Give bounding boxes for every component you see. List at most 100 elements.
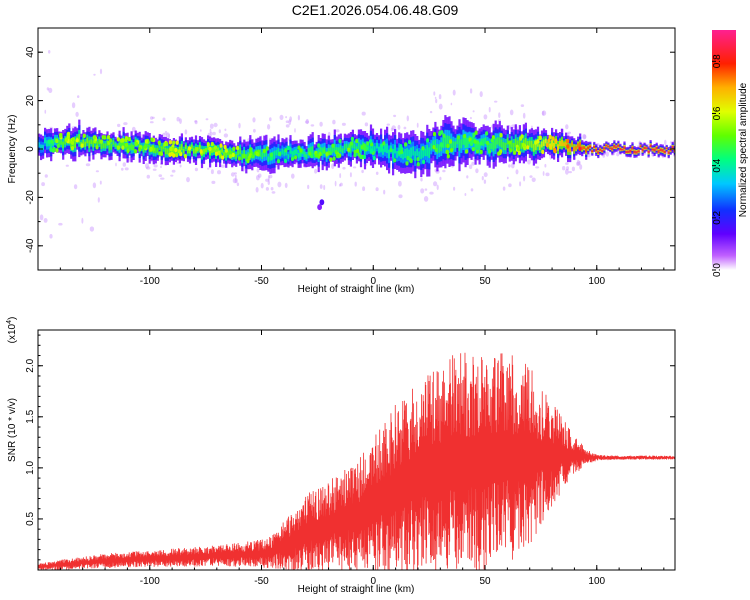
spectrogram-ridge-cell: [394, 144, 397, 154]
spectrogram-ridge-cell: [406, 148, 409, 158]
spectrogram-ridge-dot: [278, 151, 282, 157]
spectrogram-ridge-cell: [561, 139, 564, 147]
spectrogram-ridge-cell: [520, 142, 523, 150]
spectrogram-speckle: [146, 166, 151, 170]
spectrogram-ridge-dot: [178, 149, 182, 154]
spectrogram-ridge-cell: [265, 148, 268, 157]
spectrogram-ridge-dot: [434, 147, 438, 153]
spectrogram-ridge-dot: [553, 149, 557, 154]
spectrogram-ridge-dot: [315, 153, 319, 158]
spectrogram-ridge-cell: [472, 136, 475, 144]
spectrogram-ridge-dot: [213, 145, 218, 150]
spectrogram-speckle: [160, 177, 165, 180]
spectrogram-ridge-cell: [209, 148, 212, 156]
spectrogram-speckle: [122, 162, 127, 167]
spectrogram-speckle: [583, 134, 587, 139]
spectrogram-speckle: [310, 124, 315, 127]
spectrogram-ridge-dot: [549, 145, 553, 150]
spectrogram-ridge-cell: [375, 142, 379, 149]
spectrogram-ridge-cell: [450, 138, 453, 149]
spectrogram-ridge-cell: [663, 150, 666, 154]
spectrogram-ridge-cell: [146, 141, 149, 147]
spectrogram-ridge-dot: [541, 149, 545, 155]
spectrogram-ridge-cell: [190, 144, 194, 149]
spectrogram-ridge-cell: [235, 153, 238, 159]
spectrogram-speckle: [224, 128, 227, 132]
spectrogram-speckle: [339, 183, 341, 187]
spectrogram-ridge-cell: [645, 147, 648, 149]
spectrogram-ridge-cell: [211, 147, 214, 153]
spectrogram-speckle: [639, 150, 642, 156]
spectrogram-ridge-cell: [627, 150, 630, 153]
spectrogram-ridge-dot: [143, 144, 147, 149]
spectrogram-speckle: [255, 187, 259, 193]
spectrogram-ridge-dot: [382, 141, 386, 146]
spectrogram-ridge-cell: [408, 149, 411, 159]
spectrogram-speckle: [41, 182, 45, 187]
spectrogram-ridge-cell: [669, 149, 672, 152]
spectrogram-ridge-dot: [80, 143, 84, 148]
spectrogram-ridge-cell: [311, 146, 314, 155]
spectrogram-speckle: [605, 151, 610, 157]
spectrogram-ridge-dot: [490, 138, 494, 143]
spectrogram-ridge-cell: [635, 151, 638, 154]
spectrogram-ridge-cell: [404, 149, 407, 158]
spectrogram-ridge-dot: [329, 157, 333, 162]
spectrogram-ridge-dot: [534, 140, 538, 145]
spectrogram-speckle: [483, 179, 487, 184]
spectrogram-speckle: [523, 175, 526, 182]
spectrogram-ridge-cell: [534, 142, 538, 151]
spectrogram-speckle: [349, 172, 352, 178]
spectrogram-y-tick-label: 0: [25, 146, 36, 152]
spectrogram-ridge-cell: [309, 146, 312, 154]
spectrogram-ridge-dot: [299, 148, 303, 153]
spectrogram-ridge-cell: [625, 150, 628, 153]
spectrogram-ridge-cell: [281, 148, 284, 155]
spectrogram-ridge-cell: [434, 139, 437, 150]
spectrogram-ridge-dot: [157, 140, 161, 146]
spectrogram-ridge-dot: [290, 156, 295, 162]
spectrogram-speckle: [265, 178, 270, 182]
spectrogram-ridge-cell: [454, 141, 457, 149]
spectrogram-ridge-cell: [207, 144, 210, 150]
spectrogram-ridge-dot: [372, 155, 376, 161]
spectrogram-ridge-dot: [206, 142, 210, 147]
spectrogram-ridge-cell: [72, 141, 75, 149]
spectrogram-outlier-blob: [319, 199, 325, 206]
spectrogram-speckle: [362, 186, 366, 191]
spectrogram-ridge-dot: [163, 142, 167, 147]
colorbar-tick-label: 0.4: [712, 158, 723, 172]
spectrogram-speckle: [314, 168, 318, 174]
spectrogram-ridge-dot: [446, 150, 450, 155]
colorbar: 0.0 0.2 0.4 0.6 0.8 Normalized spectral ampl…: [712, 30, 749, 277]
spectrogram-ridge-dot: [432, 131, 437, 137]
spectrogram-speckle: [48, 87, 53, 93]
spectrogram-ridge-cell: [418, 151, 421, 158]
spectrogram-ridge-cell: [510, 140, 513, 148]
spectrogram-speckle: [279, 114, 284, 120]
snr-x-tick-label: -50: [254, 576, 269, 587]
spectrogram-ridge-cell: [456, 137, 459, 145]
spectrogram-speckle: [319, 184, 323, 189]
spectrogram-speckle: [166, 132, 170, 138]
spectrogram-speckle: [210, 169, 214, 175]
spectrogram-ridge-dot: [174, 147, 178, 153]
spectrogram-ridge-cell: [396, 151, 399, 158]
spectrogram-speckle: [184, 129, 188, 135]
spectrogram-speckle: [256, 168, 260, 173]
spectrogram-ridge-cell: [42, 144, 45, 150]
spectrogram-ridge-dot: [47, 139, 51, 144]
spectrogram-speckle: [565, 168, 569, 175]
spectrogram-ridge-dot: [284, 148, 288, 153]
spectrogram-speckle: [515, 169, 519, 175]
spectrogram-ridge-cell: [569, 146, 572, 153]
spectrogram-speckle: [498, 112, 501, 119]
spectrogram-ridge-cell: [319, 147, 322, 153]
spectrogram-speckle: [270, 187, 274, 191]
spectrogram-ridge-cell: [424, 148, 427, 157]
spectrogram-ridge-cell: [373, 146, 377, 153]
spectrogram-speckle: [420, 188, 425, 194]
spectrogram-ridge-dot: [497, 151, 501, 156]
spectrogram-ridge-cell: [657, 150, 660, 153]
